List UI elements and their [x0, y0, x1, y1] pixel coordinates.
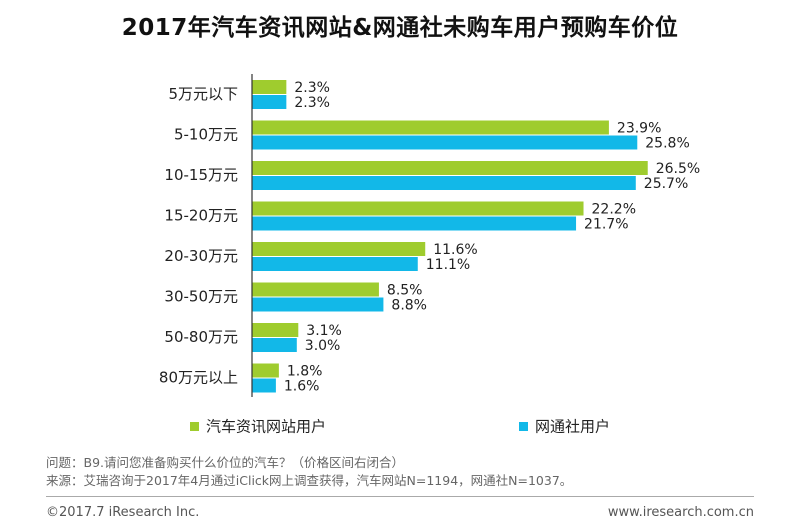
category-label: 80万元以上 [159, 369, 238, 387]
copyright-text: ©2017.7 iResearch Inc. [46, 505, 200, 520]
data-label: 23.9% [617, 121, 661, 137]
category-label: 5万元以下 [168, 85, 238, 103]
category-labels: 5万元以下 5-10万元 10-15万元 15-20万元 20-30万元 30-50万元 5… [159, 85, 238, 387]
bar-wangtongshe-5 [252, 297, 384, 312]
bar-wangtongshe-0 [252, 95, 287, 109]
value-labels: 2.3%2.3% 23.9%25.8% 26.5%25.7% 22.2%21.7% 11… [284, 80, 700, 395]
bar-wangtongshe-2 [252, 176, 636, 190]
data-label: 8.8% [391, 298, 427, 314]
category-label: 50-80万元 [164, 328, 238, 346]
data-label: 1.6% [284, 379, 320, 395]
data-label: 26.5% [656, 161, 700, 177]
legend: 汽车资讯网站用户 网通社用户 [190, 418, 610, 436]
data-label: 21.7% [584, 217, 628, 233]
bar-auto-site-2 [252, 161, 648, 175]
bar-wangtongshe-6 [252, 338, 297, 352]
bar-wangtongshe-1 [252, 135, 638, 150]
bar-auto-site-5 [252, 282, 379, 297]
source-note: 来源：艾瑞咨询于2017年4月通过iClick网上调查获得，汽车网站N=1194… [46, 473, 573, 488]
bar-wangtongshe-4 [252, 257, 418, 271]
data-label: 3.1% [306, 323, 342, 339]
question-note: 问题：B9.请问您准备购买什么价位的汽车？（价格区间右闭合） [46, 455, 405, 470]
legend-swatch [519, 422, 528, 431]
data-label: 25.7% [644, 176, 688, 192]
category-label: 30-50万元 [164, 288, 238, 306]
category-label: 15-20万元 [164, 207, 238, 225]
category-label: 20-30万元 [164, 247, 238, 265]
bar-auto-site-6 [252, 323, 299, 337]
data-label: 11.6% [433, 242, 477, 258]
data-label: 25.8% [645, 136, 689, 152]
data-label: 22.2% [592, 202, 636, 218]
chart-title: 2017年汽车资讯网站&网通社未购车用户预购车价位 [121, 15, 679, 41]
bar-auto-site-7 [252, 363, 279, 378]
data-label: 11.1% [426, 257, 470, 273]
legend-label: 汽车资讯网站用户 [206, 418, 326, 436]
category-label: 10-15万元 [164, 166, 238, 184]
bars [252, 80, 648, 393]
bar-wangtongshe-3 [252, 216, 577, 231]
bar-auto-site-4 [252, 242, 426, 256]
bar-auto-site-0 [252, 80, 287, 94]
footer-divider [46, 496, 754, 497]
bar-auto-site-1 [252, 120, 609, 135]
bar-chart: 5万元以下 5-10万元 10-15万元 15-20万元 20-30万元 30-50万元 5… [159, 74, 700, 436]
website-text: www.iresearch.com.cn [607, 505, 754, 520]
data-label: 8.5% [387, 283, 423, 299]
data-label: 2.3% [294, 80, 330, 96]
legend-swatch [190, 422, 199, 431]
data-label: 3.0% [305, 338, 341, 354]
data-label: 1.8% [287, 364, 323, 380]
data-label: 2.3% [294, 95, 330, 111]
legend-label: 网通社用户 [535, 418, 610, 436]
bar-auto-site-3 [252, 201, 584, 216]
bar-wangtongshe-7 [252, 378, 276, 393]
category-label: 5-10万元 [174, 126, 238, 144]
